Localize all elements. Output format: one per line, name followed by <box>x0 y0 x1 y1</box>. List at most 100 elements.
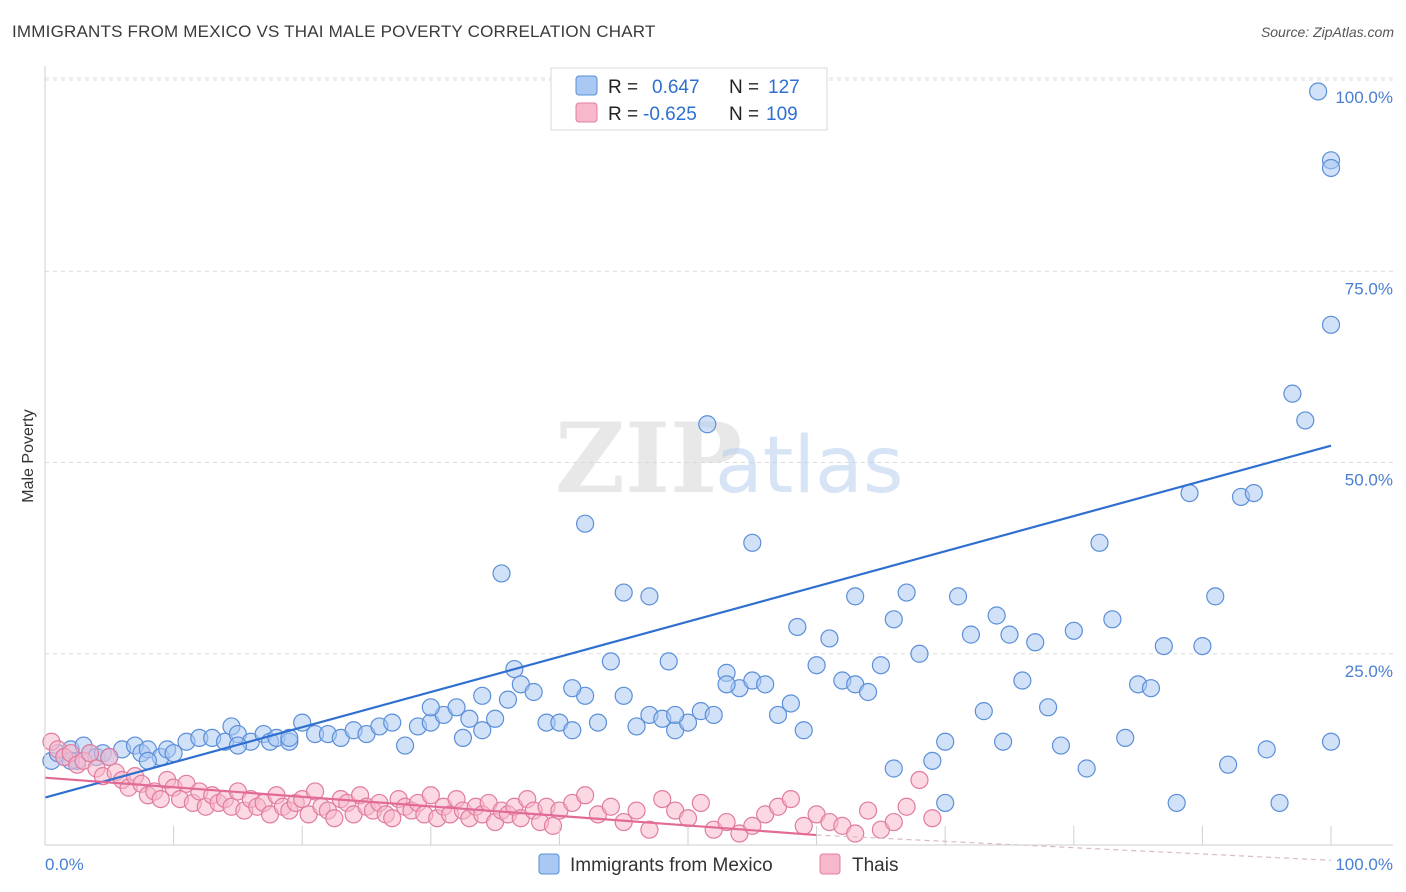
point-mexico <box>1270 793 1289 813</box>
point-mexico <box>383 713 402 732</box>
legend: R = 0.647 N = 127 R = -0.625 N = 109 <box>550 67 828 131</box>
point-mexico <box>576 514 595 533</box>
source-label: Source: ZipAtlas.com <box>1260 24 1394 40</box>
point-thais <box>897 797 916 816</box>
point-mexico <box>768 705 788 725</box>
point-mexico <box>498 690 518 709</box>
legend-n-label-0: N = <box>729 77 759 98</box>
point-mexico <box>601 652 620 671</box>
point-mexico <box>974 702 993 721</box>
point-thais <box>325 809 344 828</box>
point-mexico <box>524 682 543 702</box>
point-mexico <box>473 686 492 705</box>
point-mexico <box>871 656 891 675</box>
point-thais <box>923 809 942 828</box>
point-mexico <box>447 698 466 717</box>
watermark: ZIP atlas <box>555 402 904 515</box>
point-mexico <box>698 415 717 434</box>
trendline-mexico <box>44 444 1332 799</box>
trendline-thais-extension <box>816 834 1332 861</box>
legend-n-value-mexico: 127 <box>768 77 800 98</box>
x-tick-label-end: 100.0% <box>1335 855 1393 874</box>
grid-layer <box>45 77 1393 655</box>
point-thais <box>884 812 903 832</box>
legend-swatch-mexico <box>575 75 598 96</box>
chart-title: IMMIGRANTS FROM MEXICO VS THAI MALE POVE… <box>12 22 656 41</box>
legend-r-value-thais: -0.625 <box>643 104 697 125</box>
point-thais <box>80 744 100 763</box>
point-mexico <box>1103 610 1122 629</box>
point-mexico <box>1193 636 1212 656</box>
legend-n-label-1: N = <box>729 104 759 125</box>
point-mexico <box>1257 740 1276 759</box>
point-mexico <box>563 721 582 740</box>
point-thais <box>383 809 402 828</box>
y-tick-label: 50.0% <box>1345 471 1393 490</box>
point-mexico <box>961 625 981 644</box>
point-mexico <box>1064 621 1083 640</box>
point-thais <box>691 793 710 813</box>
point-mexico <box>453 728 473 748</box>
point-mexico <box>807 656 826 675</box>
point-mexico <box>563 679 582 698</box>
point-mexico <box>486 709 505 728</box>
point-mexico <box>1180 484 1199 503</box>
point-mexico <box>936 732 955 751</box>
y-tick-label: 75.0% <box>1345 279 1393 298</box>
point-mexico <box>1283 384 1302 403</box>
point-mexico <box>627 717 646 736</box>
point-mexico <box>473 721 492 740</box>
point-mexico <box>1141 679 1161 698</box>
point-mexico <box>1296 411 1315 430</box>
point-mexico <box>666 705 685 725</box>
legend-r-label-0: R = <box>608 77 638 98</box>
point-thais <box>858 801 878 820</box>
point-mexico <box>756 675 775 694</box>
point-mexico <box>1038 698 1058 717</box>
point-mexico <box>820 629 839 648</box>
point-mexico <box>781 694 800 713</box>
point-mexico <box>640 587 659 606</box>
bottom-legend-label-thais: Thais <box>852 855 898 876</box>
point-mexico <box>1321 732 1341 751</box>
point-mexico <box>858 682 878 702</box>
point-mexico <box>1090 533 1109 552</box>
point-mexico <box>614 686 633 705</box>
point-mexico <box>1013 671 1032 690</box>
point-mexico <box>1077 759 1096 778</box>
bottom-legend-label-mexico: Immigrants from Mexico <box>570 855 773 876</box>
point-mexico <box>794 721 813 740</box>
point-mexico <box>923 751 942 770</box>
point-thais <box>640 820 659 839</box>
y-tick-label: 100.0% <box>1335 88 1393 107</box>
point-mexico <box>987 606 1006 625</box>
trendline-thais <box>44 776 817 837</box>
point-mexico <box>743 533 762 552</box>
watermark-atlas: atlas <box>715 421 904 511</box>
point-thais <box>421 786 440 805</box>
point-mexico <box>1219 755 1238 774</box>
y-tick-label: 25.0% <box>1345 662 1393 681</box>
bottom-legend-swatch-mexico <box>538 853 560 875</box>
point-thais <box>910 770 929 790</box>
y-axis-label: Male Poverty <box>20 409 37 502</box>
point-thais <box>543 816 563 835</box>
point-mexico <box>1051 736 1071 755</box>
point-mexico <box>788 617 807 637</box>
point-thais <box>717 812 736 832</box>
axis-layer: 25.0% 50.0% 75.0% 100.0% 0.0% 100.0% <box>44 66 1393 874</box>
point-mexico <box>1206 587 1225 606</box>
bottom-legend-swatch-thais <box>819 853 841 875</box>
point-mexico <box>492 564 511 583</box>
point-thais <box>151 789 170 809</box>
point-mexico <box>395 736 415 755</box>
legend-n-value-thais: 109 <box>766 104 798 125</box>
point-mexico <box>1309 82 1328 101</box>
point-mexico <box>717 675 736 694</box>
bottom-legend: Immigrants from Mexico Thais <box>538 853 898 876</box>
trend-layer <box>44 444 1332 861</box>
point-mexico <box>1026 633 1045 652</box>
point-mexico <box>588 713 608 732</box>
legend-r-label-1: R = <box>608 104 638 125</box>
